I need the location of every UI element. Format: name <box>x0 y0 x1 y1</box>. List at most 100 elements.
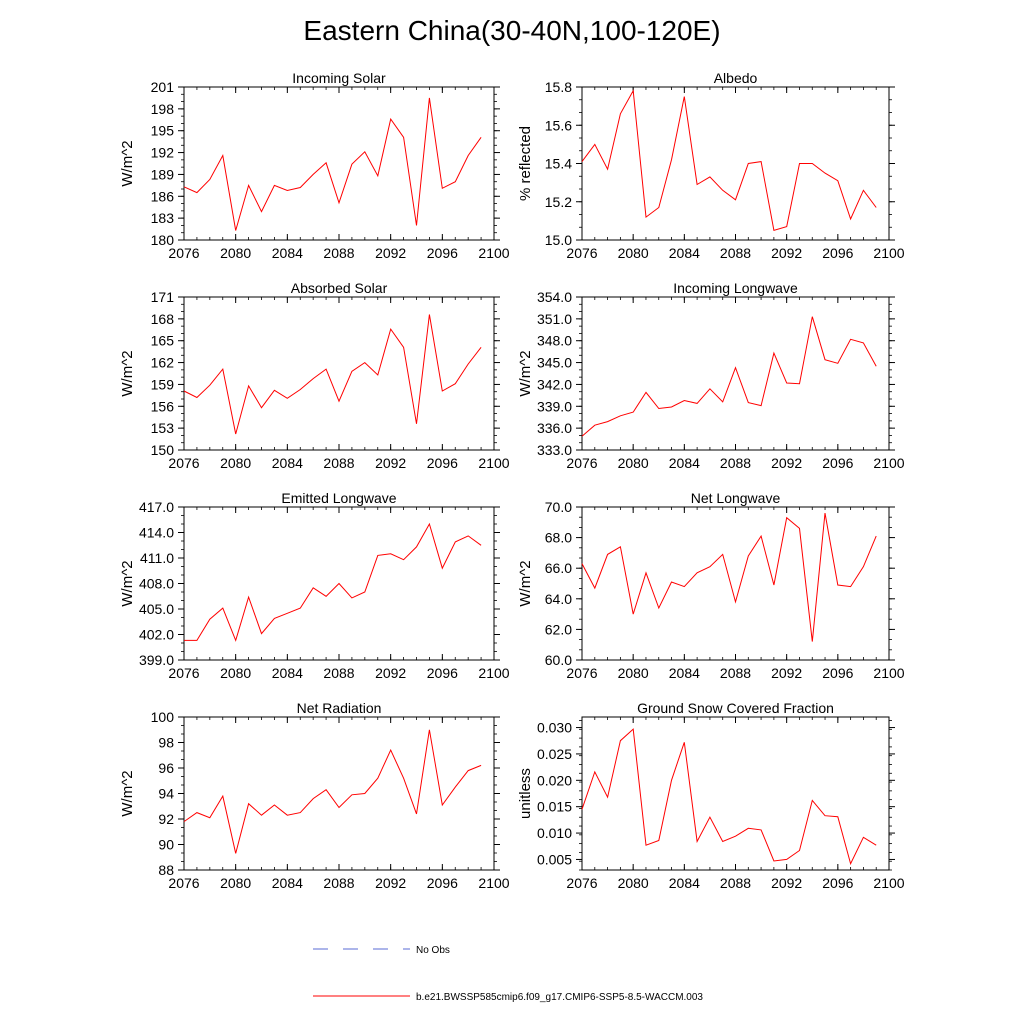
series-line-incoming-longwave <box>581 316 877 437</box>
x-tick-label: 2096 <box>822 245 853 261</box>
y-tick-label: 70.0 <box>545 499 572 515</box>
y-tick-label: 0.030 <box>537 720 572 736</box>
y-tick-label: 62.0 <box>545 621 572 637</box>
y-tick-label: 0.010 <box>537 825 572 841</box>
panel-title: Net Longwave <box>691 490 781 506</box>
y-tick-label: 60.0 <box>545 652 572 668</box>
x-tick-label: 2096 <box>427 665 458 681</box>
x-tick-label: 2088 <box>323 455 354 471</box>
x-tick-label: 2096 <box>427 455 458 471</box>
x-tick-label: 2096 <box>427 245 458 261</box>
x-tick-label: 2088 <box>720 665 751 681</box>
y-tick-label: 15.4 <box>545 156 572 172</box>
y-axis-label: W/m^2 <box>517 350 534 396</box>
y-tick-label: 94 <box>158 786 174 802</box>
x-tick-label: 2096 <box>822 455 853 471</box>
y-tick-label: 15.2 <box>545 194 572 210</box>
panel-emitted-longwave: Emitted Longwave W/m^2 2076 2080 2084 2088 209… <box>119 490 510 681</box>
y-tick-label: 414.0 <box>139 525 174 541</box>
x-tick-label: 2080 <box>220 875 251 891</box>
x-tick-label: 2076 <box>168 665 199 681</box>
y-axis-label: W/m^2 <box>119 560 136 606</box>
x-tick-label: 2076 <box>566 665 597 681</box>
y-tick-label: 405.0 <box>139 601 174 617</box>
y-tick-label: 183 <box>151 210 175 226</box>
series-line-net-radiation <box>183 729 482 854</box>
y-tick-label: 402.0 <box>139 627 174 643</box>
panels: Incoming Solar W/m^2 2076 2080 2084 2088 2092 2… <box>119 70 905 891</box>
y-tick-label: 339.0 <box>537 398 572 414</box>
panel-title: Albedo <box>714 70 758 86</box>
x-tick-label: 2088 <box>720 875 751 891</box>
series-line-incoming-solar <box>183 97 482 231</box>
x-tick-label: 2076 <box>168 455 199 471</box>
panel-title: Emitted Longwave <box>281 490 396 506</box>
y-tick-label: 90 <box>158 837 174 853</box>
series-line-absorbed-solar <box>183 314 482 435</box>
y-axis-label: unitless <box>517 768 534 819</box>
y-tick-label: 189 <box>151 166 175 182</box>
x-tick-label: 2096 <box>822 875 853 891</box>
x-tick-label: 2076 <box>168 245 199 261</box>
y-axis-label: % reflected <box>517 126 534 201</box>
y-tick-label: 15.0 <box>545 232 572 248</box>
x-tick-label: 2100 <box>873 665 904 681</box>
x-tick-label: 2092 <box>771 665 802 681</box>
x-tick-label: 2080 <box>220 665 251 681</box>
x-tick-label: 2084 <box>669 875 700 891</box>
x-tick-label: 2076 <box>566 875 597 891</box>
y-tick-label: 92 <box>158 811 174 827</box>
y-axis-label: W/m^2 <box>119 770 136 816</box>
x-tick-label: 2080 <box>618 875 649 891</box>
y-tick-label: 171 <box>151 289 175 305</box>
x-tick-label: 2088 <box>323 875 354 891</box>
x-tick-label: 2092 <box>771 455 802 471</box>
x-tick-label: 2084 <box>272 245 303 261</box>
figure-title: Eastern China(30-40N,100-120E) <box>303 15 720 46</box>
y-tick-label: 186 <box>151 188 175 204</box>
y-tick-label: 15.6 <box>545 117 572 133</box>
y-axis-label: W/m^2 <box>119 140 136 186</box>
x-tick-label: 2076 <box>168 875 199 891</box>
y-tick-label: 417.0 <box>139 499 174 515</box>
x-tick-label: 2084 <box>669 665 700 681</box>
x-tick-label: 2096 <box>822 665 853 681</box>
y-tick-label: 348.0 <box>537 333 572 349</box>
x-tick-label: 2084 <box>669 455 700 471</box>
x-tick-label: 2092 <box>771 245 802 261</box>
y-tick-label: 0.025 <box>537 746 572 762</box>
x-tick-label: 2092 <box>375 245 406 261</box>
x-tick-label: 2092 <box>375 455 406 471</box>
series-line-albedo <box>581 89 877 232</box>
x-tick-label: 2084 <box>272 665 303 681</box>
x-tick-label: 2088 <box>323 665 354 681</box>
y-tick-label: 68.0 <box>545 530 572 546</box>
y-axis-label: W/m^2 <box>119 350 136 396</box>
y-tick-label: 351.0 <box>537 311 572 327</box>
y-tick-label: 342.0 <box>537 376 572 392</box>
y-tick-label: 168 <box>151 311 175 327</box>
y-tick-label: 354.0 <box>537 289 572 305</box>
y-tick-label: 345.0 <box>537 355 572 371</box>
y-tick-label: 88 <box>158 862 174 878</box>
x-tick-label: 2088 <box>720 455 751 471</box>
y-tick-label: 98 <box>158 735 174 751</box>
y-tick-label: 156 <box>151 398 175 414</box>
panel-incoming-longwave: Incoming Longwave W/m^2 2076 2080 2084 2088 20… <box>517 280 905 471</box>
y-tick-label: 408.0 <box>139 576 174 592</box>
x-tick-label: 2100 <box>873 875 904 891</box>
series-line-ground-snow-covered-fraction <box>581 728 877 866</box>
y-tick-label: 0.015 <box>537 799 572 815</box>
x-tick-label: 2092 <box>375 875 406 891</box>
y-tick-label: 411.0 <box>140 550 174 566</box>
panel-net-longwave: Net Longwave W/m^2 2076 2080 2084 2088 2092 209… <box>517 490 905 681</box>
legend-label-no-obs: No Obs <box>416 945 450 956</box>
y-tick-label: 100 <box>151 709 175 725</box>
x-tick-label: 2088 <box>323 245 354 261</box>
y-tick-label: 201 <box>151 79 175 95</box>
panel-title: Net Radiation <box>297 700 382 716</box>
y-tick-label: 162 <box>151 355 175 371</box>
x-tick-label: 2080 <box>220 245 251 261</box>
